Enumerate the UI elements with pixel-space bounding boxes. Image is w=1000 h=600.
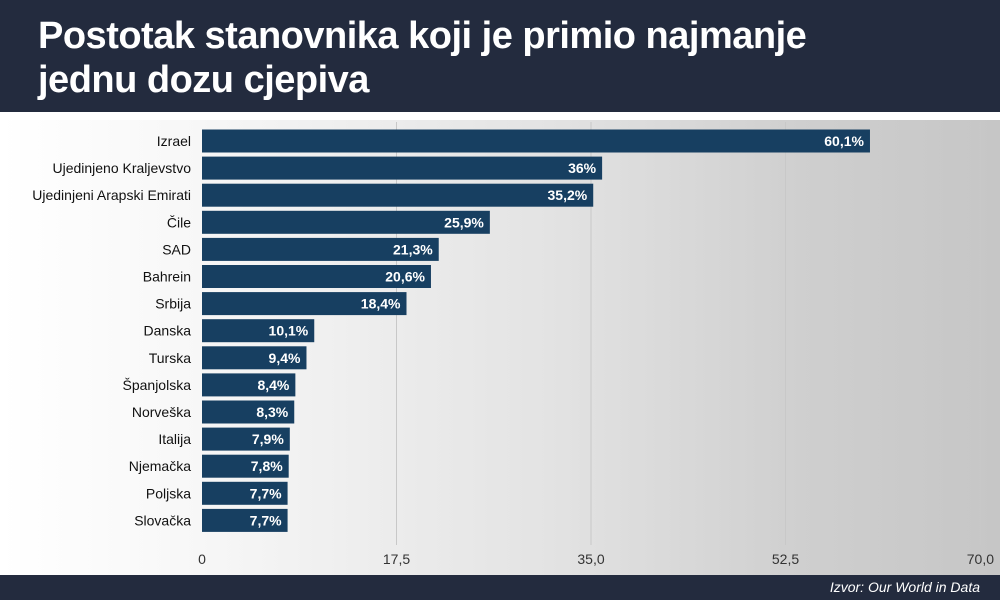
value-label-3: 25,9%	[444, 214, 484, 230]
bar-2	[202, 183, 594, 207]
bar-5	[202, 265, 431, 288]
bar-7	[202, 319, 315, 343]
tick-label-2: 35,0	[577, 551, 604, 567]
chart-title-line-1: Postotak stanovnika koji je primio najma…	[38, 15, 807, 57]
bar-13	[202, 481, 288, 505]
category-label-4: SAD	[162, 241, 191, 257]
category-label-9: Španjolska	[123, 377, 192, 393]
tick-label-0: 0	[198, 551, 206, 567]
value-label-10: 8,3%	[256, 404, 288, 420]
bar-4	[202, 237, 439, 261]
header-bar: Postotak stanovnika koji je primio najma…	[0, 0, 1000, 112]
tick-label-4: 70,0	[967, 551, 994, 567]
chart-title-line-2: jednu dozu cjepiva	[38, 59, 369, 101]
bar-11	[202, 427, 290, 451]
value-label-0: 60,1%	[824, 133, 864, 149]
category-label-3: Čile	[167, 214, 191, 230]
category-label-7: Danska	[144, 323, 192, 339]
source-note: Izvor: Our World in Data	[829, 579, 980, 595]
tick-label-3: 52,5	[772, 551, 799, 567]
category-label-1: Ujedinjeno Kraljevstvo	[52, 160, 191, 176]
value-label-14: 7,7%	[250, 512, 282, 528]
value-label-4: 21,3%	[393, 241, 433, 257]
category-label-0: Izrael	[157, 133, 191, 149]
category-label-8: Turska	[149, 350, 191, 366]
category-label-11: Italija	[158, 431, 191, 447]
chart-title: Postotak stanovnika koji je primio najma…	[38, 14, 938, 102]
category-label-6: Srbija	[155, 296, 191, 312]
value-label-9: 8,4%	[257, 377, 289, 393]
value-label-12: 7,8%	[251, 458, 283, 474]
category-label-12: Njemačka	[129, 458, 191, 474]
value-label-11: 7,9%	[252, 431, 284, 447]
bar-1	[202, 156, 603, 180]
category-label-2: Ujedinjeni Arapski Emirati	[32, 187, 191, 203]
bar-3	[202, 210, 490, 234]
category-label-10: Norveška	[132, 404, 191, 420]
bar-8	[202, 346, 307, 370]
category-label-14: Slovačka	[134, 512, 191, 528]
bar-6	[202, 292, 407, 316]
bar-0	[202, 129, 870, 153]
value-label-8: 9,4%	[269, 350, 301, 366]
value-label-1: 36%	[568, 160, 597, 176]
bar-14	[202, 508, 288, 532]
value-label-2: 35,2%	[548, 187, 588, 203]
tick-label-1: 17,5	[383, 551, 410, 567]
category-label-13: Poljska	[146, 485, 191, 501]
value-label-6: 18,4%	[361, 296, 401, 312]
bar-10	[202, 400, 295, 424]
footer-bar: Izvor: Our World in Data	[0, 575, 1000, 600]
bar-12	[202, 454, 289, 478]
value-label-5: 20,6%	[385, 269, 425, 285]
category-label-5: Bahrein	[143, 269, 191, 285]
header-divider	[0, 112, 1000, 120]
value-label-7: 10,1%	[269, 323, 309, 339]
value-label-13: 7,7%	[250, 485, 282, 501]
bar-9	[202, 373, 296, 397]
